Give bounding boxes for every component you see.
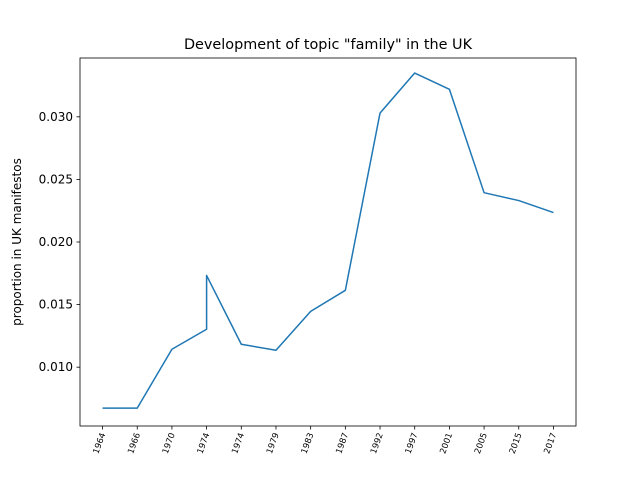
y-axis-label: proportion in UK manifestos <box>10 158 24 326</box>
chart-title: Development of topic "family" in the UK <box>184 37 473 53</box>
y-tick-label: 0.025 <box>39 172 73 186</box>
y-tick-label: 0.030 <box>39 110 73 124</box>
plot-frame <box>79 57 577 427</box>
y-tick-label: 0.010 <box>39 360 73 374</box>
y-tick-label: 0.015 <box>39 298 73 312</box>
y-tick-label: 0.020 <box>39 235 73 249</box>
data-line <box>102 72 554 409</box>
